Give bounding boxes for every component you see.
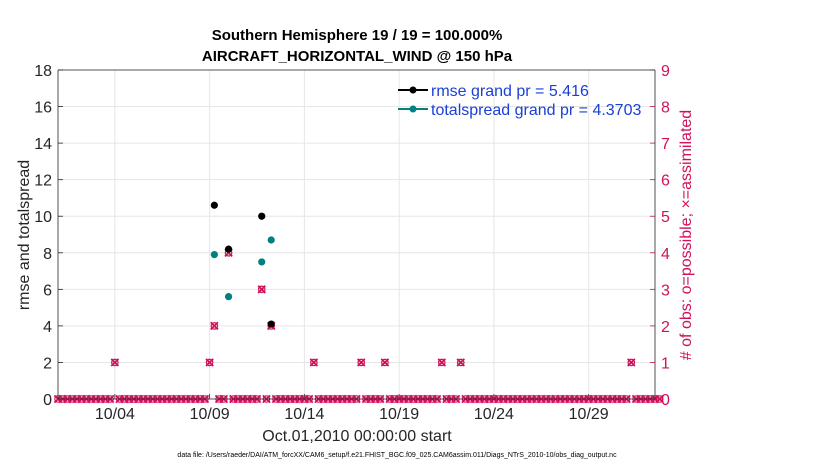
grid-layer	[58, 69, 655, 400]
obs-marker	[380, 358, 390, 367]
obs-possible-circle	[437, 358, 446, 367]
obs-marker	[357, 358, 366, 367]
y-right-tick-label: 4	[661, 246, 670, 263]
obs-marker	[655, 394, 664, 404]
obs-marker	[309, 358, 319, 367]
obs-assimilated-cross	[380, 358, 390, 367]
obs-possible-circle	[210, 322, 219, 330]
y-left-tick-label: 4	[43, 319, 52, 336]
y-right-tick-label: 7	[661, 136, 670, 153]
x-axis-label: Oct.01,2010 00:00:00 start	[262, 428, 452, 445]
totalspread-point	[258, 258, 266, 266]
obs-marker	[456, 358, 465, 367]
obs-possible-circle	[111, 358, 119, 367]
obs-marker	[205, 358, 214, 367]
totalspread-point	[210, 251, 218, 259]
x-tick-label: 10/04	[95, 406, 135, 423]
obs-possible-circle	[257, 285, 266, 294]
series-layer	[210, 201, 275, 328]
chart-title-line-2: AIRCRAFT_HORIZONTAL_WIND @ 150 hPa	[202, 48, 513, 65]
obs-assimilated-cross	[205, 358, 214, 367]
y-left-tick-label: 12	[34, 173, 52, 190]
plot-area	[58, 70, 655, 399]
rmse-point	[210, 201, 218, 209]
obs-marker	[257, 285, 266, 294]
y-left-tick-label: 0	[43, 392, 52, 409]
x-tick-label: 10/14	[284, 406, 324, 423]
obs-marker	[210, 321, 219, 331]
obs-possible-circle	[310, 358, 318, 367]
obs-possible-circle	[205, 358, 214, 367]
obs-assimilated-cross	[210, 321, 219, 331]
obs-assimilated-cross	[655, 394, 664, 404]
y-right-tick-label: 3	[661, 282, 670, 299]
y-left-tick-label: 16	[34, 100, 52, 117]
legend-rmse-text: rmse grand pr = 5.416	[431, 83, 589, 100]
y-right-tick-label: 1	[661, 355, 670, 372]
y-right-tick-label: 2	[661, 319, 670, 336]
y-right-tick-label: 5	[661, 209, 670, 226]
rmse-point	[267, 320, 275, 328]
rmse-point	[258, 212, 266, 220]
x-tick-label: 10/24	[474, 406, 514, 423]
y-right-tick-label: 9	[661, 63, 670, 80]
obs-marker	[627, 358, 636, 367]
obs-marker	[437, 358, 447, 367]
y-left-tick-label: 10	[34, 209, 52, 226]
obs-assimilated-cross	[309, 358, 319, 367]
obs-possible-circle	[456, 358, 465, 367]
y-right-tick-label: 0	[661, 392, 670, 409]
obs-assimilated-cross	[437, 358, 447, 367]
y-right-tick-label: 6	[661, 173, 670, 190]
obs-assimilated-cross	[257, 285, 266, 294]
totalspread-point	[224, 293, 233, 301]
legend-rmse-marker	[409, 86, 417, 94]
legend-totalspread-text: totalspread grand pr = 4.3703	[431, 102, 641, 119]
tick-layer: 10/04 10/09 10/14 10/19 10/24 10/290246810121…	[34, 63, 670, 423]
y-left-tick-label: 6	[43, 282, 52, 299]
obs-assimilated-cross	[357, 358, 366, 367]
y-left-tick-label: 18	[34, 63, 52, 80]
chart-title-line-1: Southern Hemisphere 19 / 19 = 100.000%	[212, 27, 503, 44]
obs-assimilated-cross	[110, 358, 120, 367]
obs-possible-circle	[655, 395, 664, 403]
obs-marker	[110, 358, 120, 367]
y-left-tick-label: 2	[43, 355, 52, 372]
data-file-footer: data file: /Users/raeder/DAI/ATM_forcXX/…	[177, 452, 617, 459]
legend-totalspread-marker	[409, 105, 417, 113]
x-tick-label: 10/29	[569, 406, 609, 423]
obs-possible-circle	[381, 358, 389, 367]
obs-possible-circle	[357, 358, 366, 367]
totalspread-point	[267, 236, 275, 244]
x-tick-label: 10/09	[190, 406, 230, 423]
rmse-point	[224, 245, 233, 253]
y-left-tick-label: 14	[34, 136, 52, 153]
obs-possible-circle	[627, 358, 636, 367]
y-axis-left-label: rmse and totalspread	[16, 160, 33, 310]
y-axis-right-label: # of obs: o=possible; ×=assimilated	[678, 110, 695, 360]
x-tick-label: 10/19	[379, 406, 419, 423]
y-right-tick-label: 8	[661, 100, 670, 117]
obs-assimilated-cross	[456, 358, 465, 367]
obs-assimilated-cross	[627, 358, 636, 367]
legend: rmse grand pr = 5.416 totalspread grand …	[398, 83, 641, 119]
y-left-tick-label: 8	[43, 246, 52, 263]
